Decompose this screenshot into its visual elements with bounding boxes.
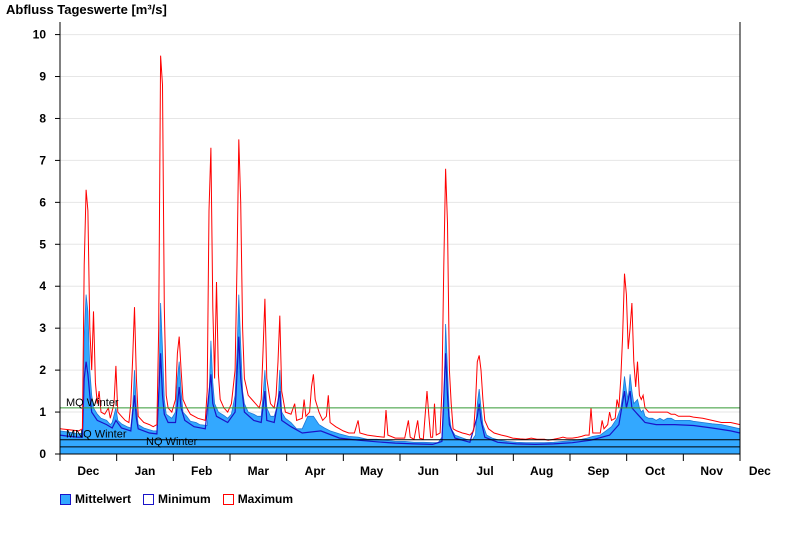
legend-swatch-mittelwert bbox=[60, 493, 71, 505]
legend: Mittelwert Minimum Maximum bbox=[60, 490, 305, 508]
x-tick-label: May bbox=[360, 464, 384, 478]
x-tick-label: Nov bbox=[700, 464, 723, 478]
x-tick-label: Mar bbox=[248, 464, 270, 478]
legend-swatch-maximum bbox=[222, 493, 234, 505]
y-axis-ticks: 0 1 2 3 4 5 6 7 8 9 10 bbox=[33, 28, 60, 461]
y-tick-label: 4 bbox=[39, 279, 46, 293]
series-mittelwert-area bbox=[60, 294, 740, 454]
reference-line-label: MNQ Winter bbox=[66, 429, 127, 441]
y-tick-label: 5 bbox=[39, 237, 46, 251]
legend-item-maximum: Maximum bbox=[222, 492, 294, 506]
series-layer bbox=[59, 55, 741, 454]
x-tick-label: Apr bbox=[305, 464, 326, 478]
y-tick-label: 10 bbox=[33, 28, 47, 42]
y-tick-label: 9 bbox=[39, 70, 46, 84]
x-axis-ticks: Dec Jan Feb Mar Apr May Jun Jul Aug Sep Oct Nov Dec bbox=[59, 454, 771, 478]
x-tick-label: Aug bbox=[530, 464, 553, 478]
chart-title: Abfluss Tageswerte [m³/s] bbox=[6, 2, 167, 17]
y-tick-label: 3 bbox=[39, 321, 46, 335]
x-tick-label: Sep bbox=[587, 464, 609, 478]
x-tick-label: Jan bbox=[135, 464, 156, 478]
x-tick-label: Feb bbox=[191, 464, 212, 478]
legend-label-maximum: Maximum bbox=[237, 492, 294, 506]
y-tick-label: 8 bbox=[39, 111, 46, 125]
x-tick-label: Oct bbox=[645, 464, 665, 478]
x-tick-label: Dec bbox=[77, 464, 99, 478]
series-mittelwert-line bbox=[59, 294, 741, 444]
y-tick-label: 6 bbox=[39, 195, 46, 209]
x-tick-label: Jul bbox=[476, 464, 493, 478]
plot-frame bbox=[59, 22, 741, 455]
y-tick-label: 7 bbox=[39, 153, 46, 167]
legend-swatch-minimum bbox=[143, 493, 155, 505]
series-maximum-line bbox=[59, 55, 741, 441]
legend-item-minimum: Minimum bbox=[143, 492, 211, 506]
y-tick-label: 1 bbox=[39, 405, 46, 419]
reference-line-label: NQ Winter bbox=[146, 436, 198, 448]
reference-lines: MQ Winter MNQ Winter NQ Winter bbox=[60, 397, 740, 448]
grid bbox=[60, 34, 740, 413]
series-minimum-line bbox=[59, 336, 741, 446]
legend-label-mittelwert: Mittelwert bbox=[75, 492, 132, 506]
legend-label-minimum: Minimum bbox=[158, 492, 211, 506]
x-tick-label: Jun bbox=[418, 464, 439, 478]
y-tick-label: 2 bbox=[39, 363, 46, 377]
y-tick-label: 0 bbox=[39, 447, 46, 461]
reference-line-label: MQ Winter bbox=[66, 397, 119, 409]
x-tick-label: Dec bbox=[749, 464, 771, 478]
legend-item-mittelwert: Mittelwert bbox=[60, 492, 131, 506]
